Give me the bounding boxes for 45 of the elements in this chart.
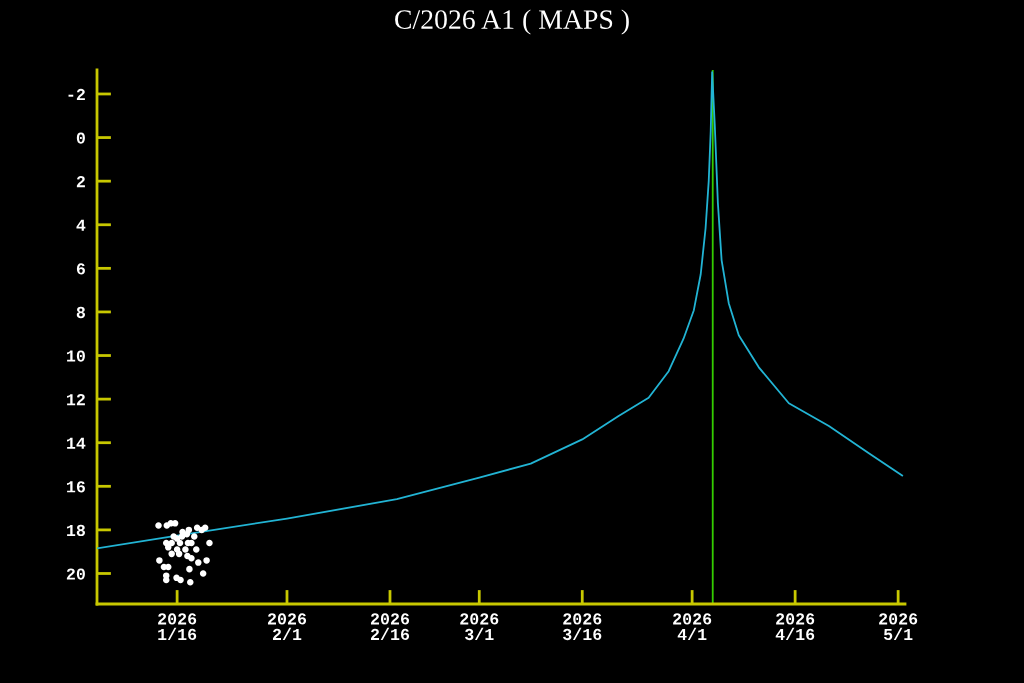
point <box>177 576 184 584</box>
point <box>188 539 195 547</box>
point <box>191 533 198 540</box>
y-tick-label: 0 <box>76 132 85 144</box>
y-tick-label: 18 <box>67 524 85 537</box>
point <box>155 522 162 529</box>
x-tick-label: 2026 2/1 <box>267 613 307 641</box>
point <box>186 565 193 573</box>
point <box>162 576 170 584</box>
chart-title: C/2026 A1 ( MAPS ) <box>395 9 629 35</box>
point <box>164 544 172 551</box>
y-tick-label: 4 <box>76 219 86 231</box>
y-tick-label: 8 <box>76 306 85 319</box>
point <box>206 539 213 547</box>
x-tick-label: 2026 4/1 <box>673 613 712 641</box>
point <box>168 539 175 547</box>
point <box>183 531 191 538</box>
point <box>193 524 201 531</box>
y-tick-label: 20 <box>66 568 85 580</box>
point <box>175 550 183 558</box>
x-tick-label: 2026 3/1 <box>460 613 499 641</box>
point <box>176 539 184 547</box>
point <box>156 557 163 564</box>
point <box>203 557 210 564</box>
y-tick-label: 16 <box>67 481 85 493</box>
x-tick-label: 2026 3/16 <box>563 613 602 641</box>
y-tick-label: 14 <box>67 437 86 449</box>
point <box>188 554 195 562</box>
y-tick-label: 10 <box>67 350 85 362</box>
point <box>187 578 194 586</box>
y-tick-label: 6 <box>76 263 85 275</box>
x-tick-label: 2026 4/16 <box>775 613 815 641</box>
point <box>182 546 189 553</box>
point <box>201 524 209 531</box>
y-tick-label: 2 <box>76 176 85 188</box>
line-series <box>97 71 904 550</box>
y-tick-label: -2 <box>68 88 85 101</box>
point <box>193 546 200 553</box>
x-tick-label: 2026 1/16 <box>158 613 197 641</box>
point <box>199 570 207 577</box>
point <box>168 550 175 558</box>
x-tick-label: 2026 2/16 <box>370 613 410 641</box>
y-tick-label: 12 <box>67 394 85 406</box>
point <box>195 559 202 566</box>
x-tick-label: 2026 5/1 <box>879 613 918 641</box>
